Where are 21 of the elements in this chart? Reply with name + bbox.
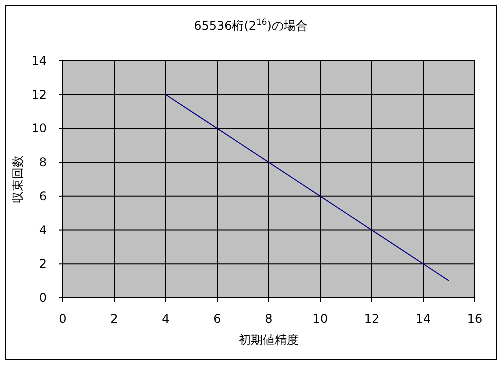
x-tick-label: 2 xyxy=(110,312,118,326)
y-tick-label: 14 xyxy=(32,54,47,68)
line-series xyxy=(166,94,450,282)
x-tick-label: 10 xyxy=(312,312,328,326)
y-tick-label: 10 xyxy=(32,122,47,136)
y-tick-label: 12 xyxy=(32,88,47,102)
x-tick-label: 8 xyxy=(265,312,273,326)
x-tick-label: 16 xyxy=(467,312,483,326)
x-tick-label: 4 xyxy=(162,312,170,326)
y-tick-label: 0 xyxy=(39,291,47,305)
y-tick-label: 4 xyxy=(39,223,47,238)
x-tick-label: 0 xyxy=(59,312,67,326)
x-tick-label: 6 xyxy=(214,312,222,326)
x-tick-label: 12 xyxy=(364,312,380,326)
chart-title: 65536桁(2$^{16}$)の場合 xyxy=(194,17,308,33)
y-tick-label: 6 xyxy=(39,189,47,204)
y-axis-title: 収束回数 xyxy=(11,156,25,204)
y-tick-label: 8 xyxy=(39,156,47,170)
x-tick-label: 14 xyxy=(416,312,432,326)
x-axis-title: 初期値精度 xyxy=(239,333,299,347)
y-tick-label: 2 xyxy=(39,257,47,272)
